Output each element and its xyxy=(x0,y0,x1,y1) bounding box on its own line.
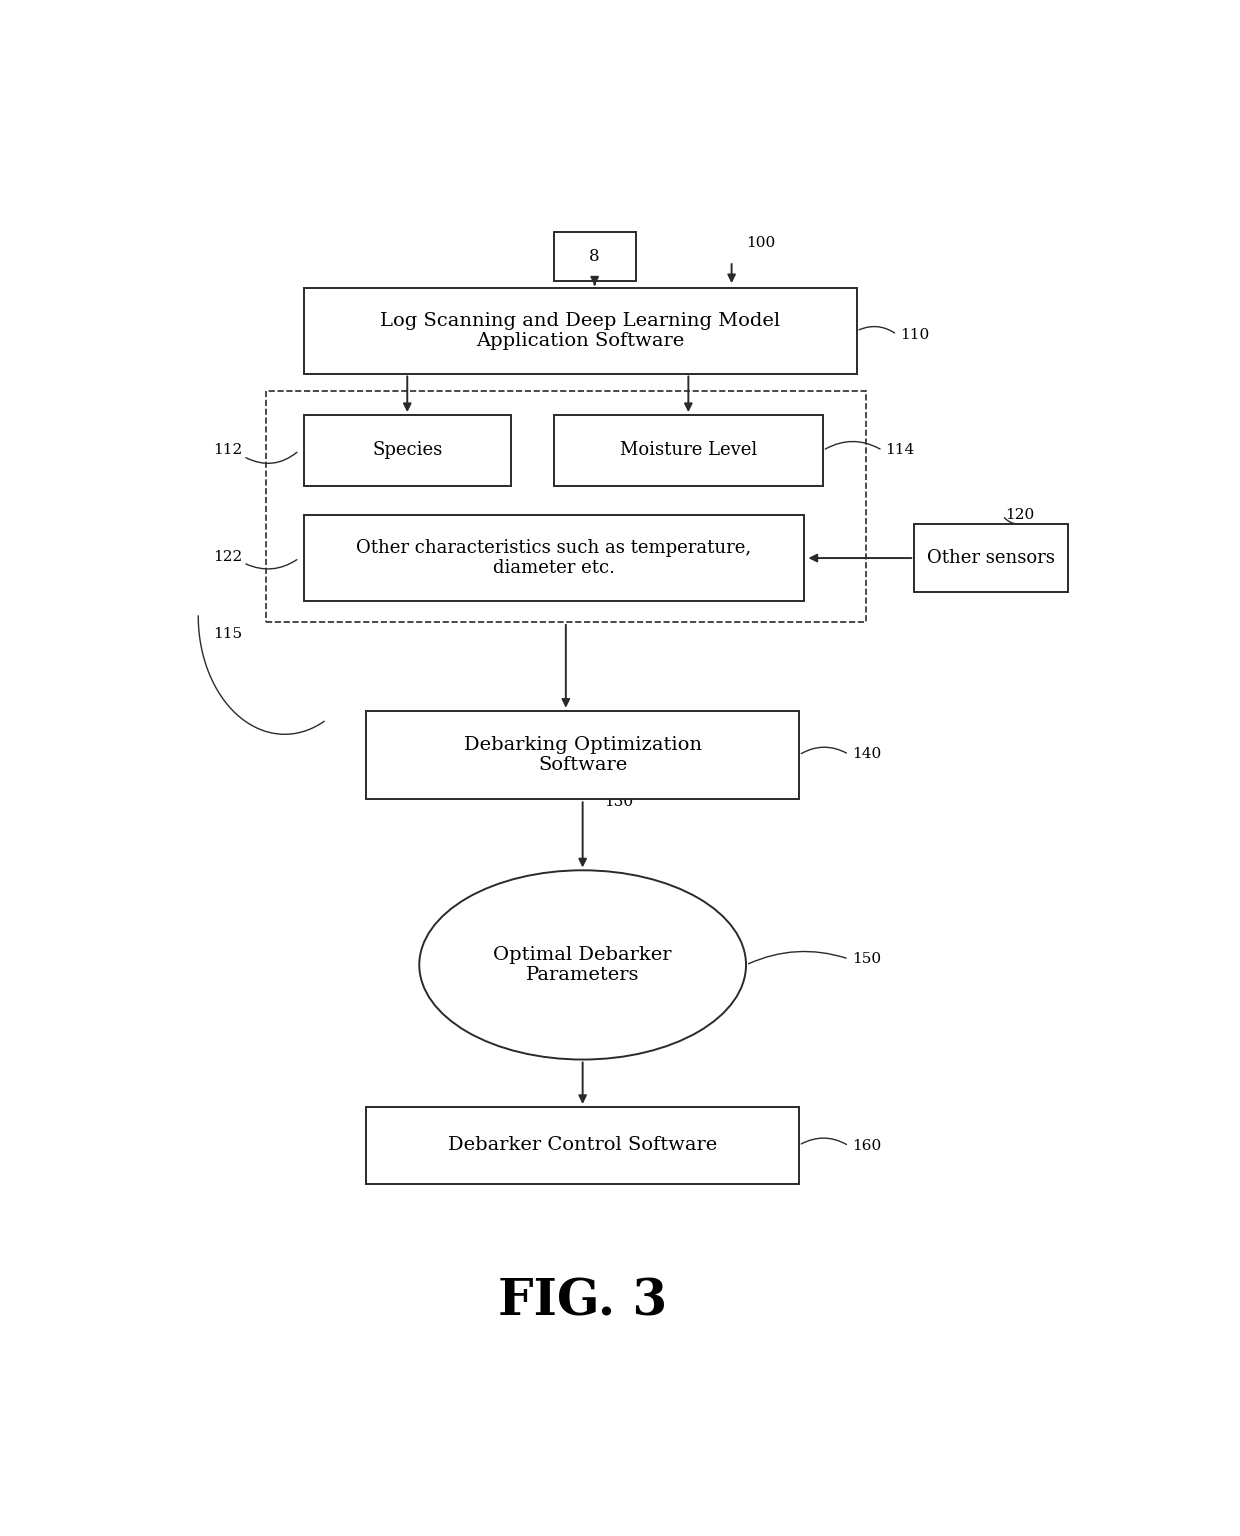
FancyBboxPatch shape xyxy=(304,415,511,485)
Text: 115: 115 xyxy=(213,627,242,641)
FancyBboxPatch shape xyxy=(304,516,804,601)
Text: 120: 120 xyxy=(1006,508,1034,522)
Text: 130: 130 xyxy=(604,794,632,808)
Text: Optimal Debarker
Parameters: Optimal Debarker Parameters xyxy=(494,946,672,985)
Text: Species: Species xyxy=(372,441,443,459)
Text: FIG. 3: FIG. 3 xyxy=(498,1278,667,1327)
Text: 160: 160 xyxy=(852,1138,880,1154)
Bar xyxy=(265,392,866,622)
Ellipse shape xyxy=(419,871,746,1060)
Text: 100: 100 xyxy=(746,237,775,250)
Text: Other sensors: Other sensors xyxy=(928,548,1055,567)
Text: 8: 8 xyxy=(589,247,600,266)
Text: 110: 110 xyxy=(900,327,929,341)
Text: Log Scanning and Deep Learning Model
Application Software: Log Scanning and Deep Learning Model App… xyxy=(381,312,780,350)
Text: Debarker Control Software: Debarker Control Software xyxy=(448,1137,717,1154)
Text: Other characteristics such as temperature,
diameter etc.: Other characteristics such as temperatur… xyxy=(356,539,751,578)
FancyBboxPatch shape xyxy=(554,232,635,281)
Text: 114: 114 xyxy=(885,444,915,458)
FancyBboxPatch shape xyxy=(914,524,1068,593)
FancyBboxPatch shape xyxy=(554,415,823,485)
FancyBboxPatch shape xyxy=(367,1107,799,1184)
Text: 112: 112 xyxy=(213,444,242,458)
Text: 140: 140 xyxy=(852,748,880,762)
FancyBboxPatch shape xyxy=(304,289,857,373)
Text: Moisture Level: Moisture Level xyxy=(620,441,756,459)
Text: 150: 150 xyxy=(852,952,880,966)
FancyBboxPatch shape xyxy=(367,711,799,799)
Text: Debarking Optimization
Software: Debarking Optimization Software xyxy=(464,736,702,774)
Text: 122: 122 xyxy=(213,550,242,564)
